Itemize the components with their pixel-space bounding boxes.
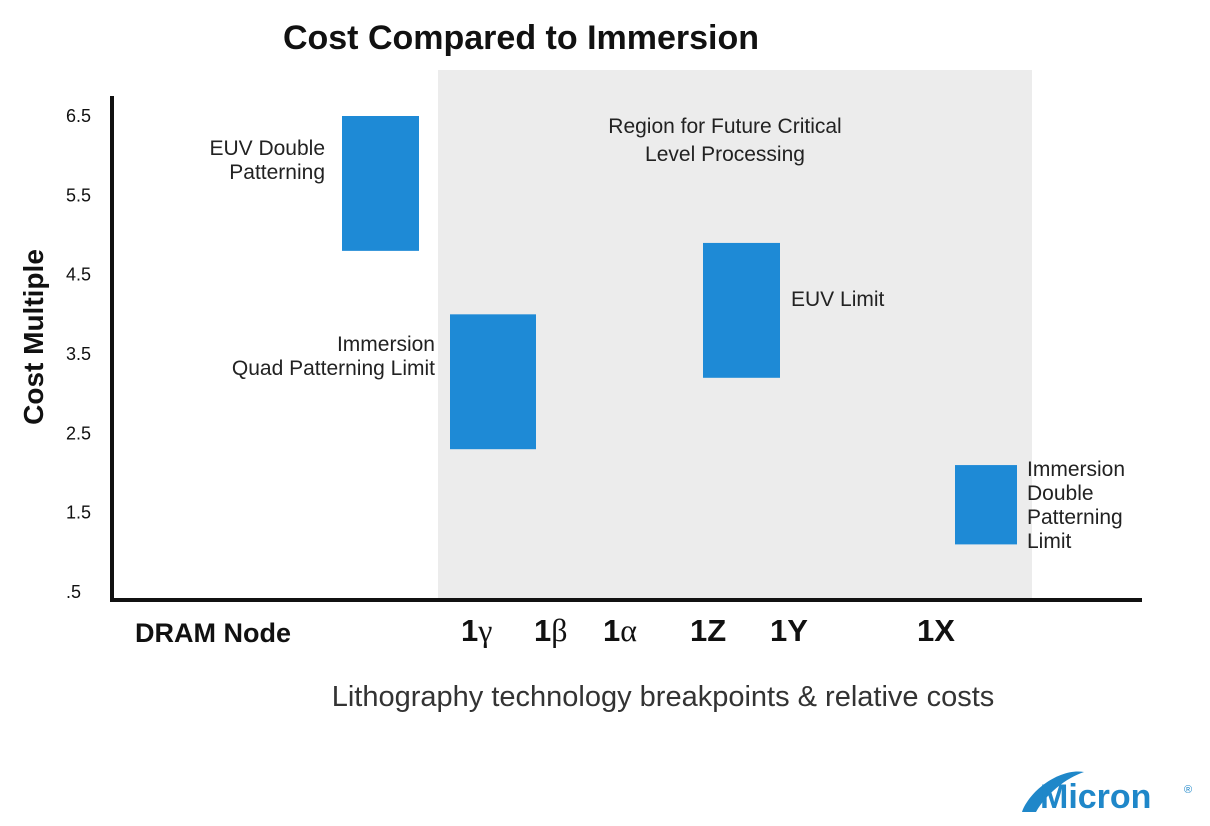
range-bar-euv-limit [703, 242, 780, 378]
range-bar-immersion-double-patterning-limit [955, 465, 1017, 545]
y-tick-label: 6.5 [66, 106, 91, 126]
label-euv-limit: EUV Limit [791, 288, 885, 311]
svg-text:Micron: Micron [1040, 778, 1151, 816]
y-axis-label: Cost Multiple [18, 249, 49, 425]
y-tick-label: 5.5 [66, 185, 91, 205]
node-1z: 1Z [690, 613, 726, 648]
y-tick-labels: .5 1.5 2.5 3.5 4.5 5.5 6.5 [66, 106, 91, 602]
node-1x: 1X [917, 613, 955, 648]
svg-text:®: ® [1184, 784, 1192, 796]
y-tick-label: 1.5 [66, 503, 91, 523]
label-euv-double-patterning-1: EUV Double [209, 137, 325, 160]
micron-logo: Micron ® [1022, 771, 1192, 816]
range-bar-immersion-quad-patterning-limit [450, 314, 536, 450]
micron-logo-swoosh-icon [1022, 771, 1084, 812]
node-1-gamma: 1γ [461, 612, 492, 648]
region-label-line-1: Region for Future Critical [608, 115, 841, 138]
label-immersion-double-1: Immersion [1027, 458, 1125, 481]
label-immersion-double-2: Double [1027, 482, 1094, 505]
chart-title: Cost Compared to Immersion [283, 19, 759, 57]
x-axis-dram-node-label: DRAM Node [135, 618, 291, 648]
label-immersion-quad-2: Quad Patterning Limit [232, 357, 435, 380]
chart-caption: Lithography technology breakpoints & rel… [332, 681, 995, 713]
range-bar-euv-double-patterning [342, 116, 419, 251]
y-tick-label: .5 [66, 582, 81, 602]
label-immersion-double-3: Patterning [1027, 506, 1123, 529]
y-tick-label: 2.5 [66, 423, 91, 443]
region-label-line-2: Level Processing [645, 143, 805, 166]
node-1-beta: 1β [534, 612, 568, 648]
label-immersion-quad-1: Immersion [337, 333, 435, 356]
node-1-alpha: 1α [603, 612, 637, 648]
label-immersion-double-4: Limit [1027, 530, 1072, 553]
y-tick-label: 3.5 [66, 344, 91, 364]
y-tick-label: 4.5 [66, 265, 91, 285]
range-bars [342, 116, 1017, 545]
label-euv-double-patterning-2: Patterning [229, 161, 325, 184]
node-1y: 1Y [770, 613, 808, 648]
